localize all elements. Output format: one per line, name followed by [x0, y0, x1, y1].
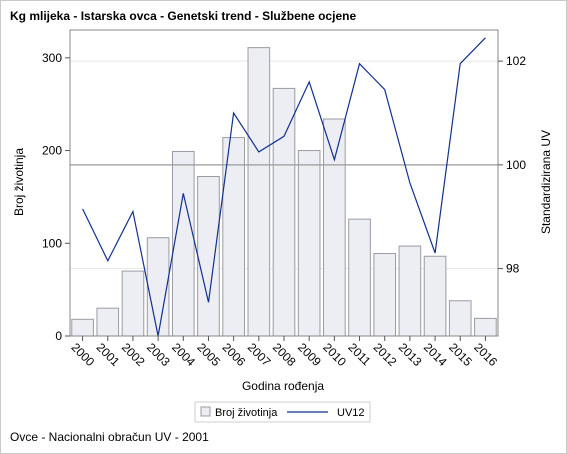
x-tick-label: 2006 — [220, 340, 249, 369]
uv12-line — [82, 37, 486, 337]
bar — [348, 218, 371, 337]
x-tick-label: 2004 — [169, 340, 198, 369]
legend-line-label: UV12 — [337, 407, 365, 419]
y-tick-label: 100 — [42, 236, 62, 250]
x-tick-label: 2011 — [345, 340, 373, 368]
y2-tick-label: 100 — [506, 158, 526, 172]
y-tick-label: 300 — [42, 51, 62, 65]
x-tick-label: 2009 — [295, 340, 324, 369]
bar — [146, 237, 170, 337]
y-tick-label: 200 — [42, 144, 62, 158]
bar — [121, 270, 145, 337]
bars — [71, 47, 497, 337]
bar — [272, 87, 296, 337]
bar — [171, 150, 195, 337]
x-tick-label: 2016 — [471, 340, 500, 369]
y2-tick-label: 102 — [506, 54, 526, 68]
y2-axis-label: Standardizirana UV — [539, 130, 553, 234]
line-series — [82, 37, 486, 337]
x-tick-label: 2008 — [270, 340, 299, 369]
legend-frame — [194, 401, 371, 423]
axes — [65, 29, 503, 341]
legend: Broj životinja UV12 — [194, 401, 371, 423]
bar — [448, 300, 472, 337]
y-axis-label: Broj životinja — [12, 148, 26, 216]
bar — [247, 47, 271, 337]
bar — [373, 252, 397, 337]
y2-tick-label: 98 — [506, 262, 520, 276]
x-tick-label: 2002 — [119, 340, 148, 369]
bar — [474, 317, 497, 337]
x-tick-label: 2005 — [194, 340, 223, 369]
legend-bar-label: Broj životinja — [215, 407, 278, 419]
chart-title: Kg mlijeka - Istarska ovca - Genetski tr… — [10, 9, 357, 23]
bar — [96, 307, 120, 337]
bar — [323, 118, 346, 337]
bar — [197, 176, 220, 337]
bar — [297, 150, 321, 337]
x-tick-label: 2001 — [94, 340, 123, 369]
x-tick-label: 2007 — [245, 340, 274, 369]
x-axis-label: Godina rođenja — [242, 379, 324, 393]
x-tick-label: 2012 — [371, 340, 400, 369]
y-tick-label: 0 — [55, 329, 62, 343]
x-tick-label: 2014 — [421, 340, 450, 369]
bar — [423, 255, 447, 337]
bar — [71, 318, 94, 337]
x-tick-label: 2010 — [320, 340, 349, 369]
x-tick-label: 2015 — [446, 340, 475, 369]
legend-bar-swatch — [200, 406, 211, 417]
x-tick-label: 2013 — [396, 340, 425, 369]
footnote: Ovce - Nacionalni obračun UV - 2001 — [10, 430, 209, 444]
x-tick-label: 2000 — [68, 340, 97, 369]
bar — [398, 245, 422, 337]
x-tick-label: 2003 — [144, 340, 173, 369]
